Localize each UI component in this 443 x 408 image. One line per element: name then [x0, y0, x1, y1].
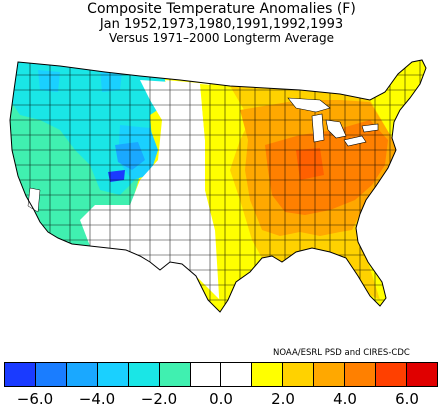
- color-legend-bar: [4, 362, 438, 387]
- map-subtitle-years: Jan 1952,1973,1980,1991,1992,1993: [99, 17, 344, 32]
- legend-swatch: [376, 363, 407, 386]
- legend-swatch: [66, 363, 98, 386]
- legend-tick-label: −2.0: [140, 390, 178, 408]
- legend-swatch: [35, 363, 67, 386]
- legend-tick-label: 4.0: [333, 390, 357, 408]
- legend-tick-label: 0.0: [209, 390, 233, 408]
- legend-swatch: [221, 363, 253, 386]
- legend-tick-label: −6.0: [16, 390, 54, 408]
- legend-swatch: [128, 363, 160, 386]
- legend-swatch: [345, 363, 377, 386]
- legend-swatch: [252, 363, 284, 386]
- legend-tick-label: 6.0: [395, 390, 419, 408]
- map-title: Composite Temperature Anomalies (F): [87, 1, 356, 17]
- credit-text: NOAA/ESRL PSD and CIRES-CDC: [273, 348, 410, 358]
- legend-swatch: [283, 363, 315, 386]
- legend-tick-label: 2.0: [271, 390, 295, 408]
- legend-swatch: [406, 363, 437, 386]
- legend-swatch: [159, 363, 191, 386]
- map-subtitle-baseline: Versus 1971–2000 Longterm Average: [108, 31, 335, 45]
- legend-swatch: [5, 363, 36, 386]
- us-anomaly-map: [9, 59, 427, 313]
- legend-swatch: [190, 363, 222, 386]
- legend-swatch: [314, 363, 346, 386]
- legend-swatch: [97, 363, 129, 386]
- legend-tick-label: −4.0: [78, 390, 116, 408]
